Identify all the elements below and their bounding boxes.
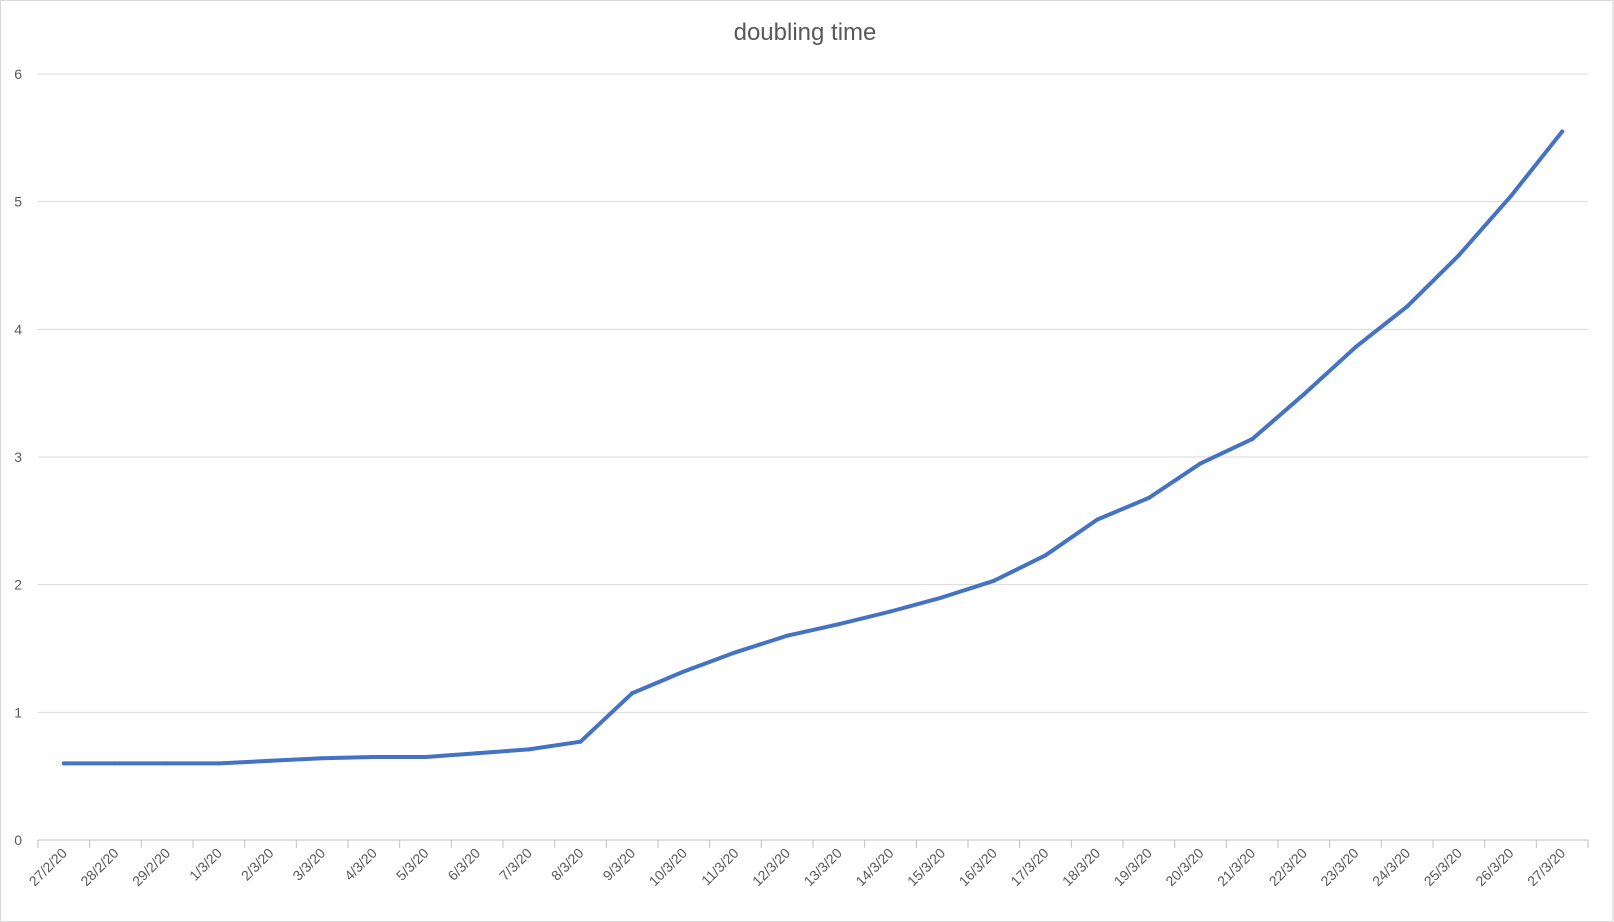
data-point [1043,553,1048,558]
x-tick-label: 1/3/20 [186,845,225,884]
x-tick-label: 2/3/20 [238,845,277,884]
x-tick-label: 18/3/20 [1059,845,1103,889]
x-tick-label: 3/3/20 [289,845,328,884]
x-tick-label: 16/3/20 [956,845,1000,889]
data-point [216,761,221,766]
x-tick-label: 17/3/20 [1007,845,1051,889]
window-edge [1612,0,1614,922]
y-tick-label: 5 [14,194,22,210]
data-point [475,751,480,756]
x-tick-label: 23/3/20 [1317,845,1361,889]
x-tick-label: 19/3/20 [1111,845,1155,889]
data-point [423,755,428,760]
data-point [888,609,893,614]
data-point [320,756,325,761]
data-point [1405,304,1410,309]
data-point [61,761,66,766]
data-point [526,747,531,752]
chart-title: doubling time [734,19,877,46]
data-point [1508,194,1513,199]
data-point [733,650,738,655]
x-tick-label: 11/3/20 [698,845,742,889]
x-tick-label: 15/3/20 [904,845,948,889]
gridlines [38,73,1588,713]
x-tick-label: 25/3/20 [1421,845,1465,889]
x-axis: 27/2/20 28/2/20 29/2/20 1/3/20 2/3/20 3/3/20 4… [26,839,1589,889]
x-tick-label: 12/3/20 [749,845,793,889]
x-tick-label: 10/3/20 [646,845,690,889]
x-tick-label: 9/3/20 [599,845,638,884]
y-tick-label: 0 [14,832,22,848]
y-tick-label: 4 [14,321,22,337]
data-point [1146,495,1151,500]
data-point [630,691,635,696]
x-tick-label: 4/3/20 [341,845,380,884]
series-line [61,129,1565,766]
y-tick-label: 6 [14,66,22,82]
x-tick-label: 29/2/20 [129,845,173,889]
data-point [1095,517,1100,522]
x-tick-label: 14/3/20 [852,845,896,889]
x-tick-label: 8/3/20 [548,845,587,884]
data-point [940,595,945,600]
x-tick-label: 7/3/20 [496,845,535,884]
x-tick-label: 26/3/20 [1472,845,1516,889]
data-point [113,761,118,766]
x-tick-label: 6/3/20 [444,845,483,884]
data-point [371,755,376,760]
x-tick-label: 20/3/20 [1162,845,1206,889]
x-tick-label: 5/3/20 [393,845,432,884]
data-point [991,578,996,583]
data-point [836,622,841,627]
data-point [578,739,583,744]
data-point [1301,392,1306,397]
data-point [1198,461,1203,466]
data-point [1560,129,1565,134]
data-point [681,669,686,674]
x-tick-label: 27/2/20 [26,845,70,889]
y-tick-label: 1 [14,704,22,720]
x-tick-label: 22/3/20 [1266,845,1310,889]
x-tick-label: 24/3/20 [1369,845,1413,889]
series-layer [61,129,1565,766]
y-axis-ticks: 0 1 2 3 4 5 6 [14,66,22,848]
data-point [1353,345,1358,350]
data-point [268,758,273,763]
data-point [785,633,790,638]
y-tick-label: 2 [14,577,22,593]
data-point [1250,437,1255,442]
data-point [1456,253,1461,258]
x-tick-label: 27/3/20 [1524,845,1568,889]
x-tick-label: 21/3/20 [1214,845,1258,889]
data-point [165,761,170,766]
y-tick-label: 3 [14,449,22,465]
x-tick-label: 28/2/20 [77,845,121,889]
x-tick-label: 13/3/20 [801,845,845,889]
